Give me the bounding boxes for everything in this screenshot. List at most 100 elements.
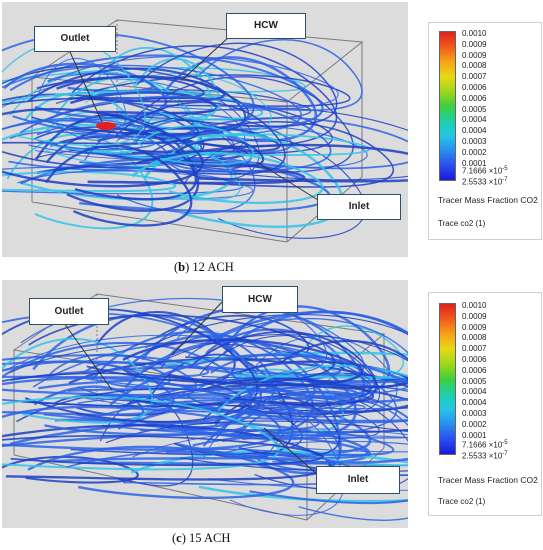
panel-c: Outlet HCW Inlet (c) 15 ACH 0.0010 0.0009…: [0, 278, 543, 550]
leader-lines-b: [69, 35, 319, 201]
streamline: [2, 372, 241, 408]
streamline: [54, 55, 339, 111]
colorbar: [439, 303, 456, 455]
box-edge: [13, 454, 308, 521]
streamline: [27, 445, 295, 499]
streamline: [2, 405, 247, 436]
tick-low-1-sup: -5: [502, 166, 508, 172]
legend-b: 0.0010 0.0009 0.0009 0.0008 0.0007 0.0006 0.00…: [428, 22, 542, 240]
colorbar-tick-label: 0.0001: [462, 158, 487, 168]
outlet-label: Outlet: [54, 306, 84, 317]
colorbar-tick-label: 0.0004: [462, 398, 487, 408]
colorbar: [439, 31, 456, 181]
tick-low-1: 7.1666 ×10-5: [462, 439, 508, 450]
legend-trace: Trace co2 (1): [438, 497, 486, 506]
streamline-view-c: [2, 293, 408, 521]
colorbar-tick-label: 0.0007: [462, 344, 487, 354]
streamline: [20, 297, 365, 393]
streamline: [2, 97, 199, 145]
streamline: [35, 113, 199, 212]
streamline: [71, 45, 338, 148]
outlet-label: Outlet: [60, 33, 90, 44]
streamline: [202, 377, 374, 405]
tick-low-1: 7.1666 ×10-5: [462, 165, 508, 176]
colorbar-tick-label: 0.0009: [462, 50, 487, 60]
streamline: [112, 101, 286, 175]
colorbar-tick-label: 0.0005: [462, 104, 487, 114]
inlet-callout-c: Inlet: [316, 466, 400, 494]
streamline: [20, 95, 332, 173]
colorbar-tick-label: 0.0003: [462, 137, 487, 146]
colorbar-tick-label: 0.0003: [462, 409, 487, 418]
caption-c: (c) 15 ACH: [172, 531, 231, 545]
streamline: [109, 353, 408, 464]
tick-low-1-exp: ×10: [488, 440, 503, 450]
streamline: [223, 310, 408, 403]
colorbar-tick-label: 0.0004: [462, 115, 487, 125]
tick-low-2-exp: ×10: [488, 177, 503, 187]
streamline: [77, 395, 366, 414]
streamline: [2, 433, 369, 463]
tick-low-2-sup: -7: [502, 177, 508, 183]
hcw-label: HCW: [248, 294, 272, 305]
inlet-callout-b: Inlet: [317, 194, 401, 220]
tick-low-1-value: 7.1666: [462, 440, 487, 450]
legend-title: Tracer Mass Fraction CO2: [438, 195, 538, 205]
streamline: [56, 75, 226, 103]
box-edge: [31, 201, 288, 243]
colorbar-tick-label: 0.0008: [462, 61, 487, 71]
tick-low-2-sup: -7: [502, 451, 508, 457]
panel-b: Outlet HCW Inlet (b) 12 ACH 0.0010 0.0009…: [2, 2, 542, 274]
streamline: [195, 361, 408, 424]
streamline: [202, 390, 408, 505]
streamline: [97, 399, 320, 432]
scene-b: Outlet HCW Inlet: [2, 2, 408, 257]
colorbar-tick-label: 0.0004: [462, 387, 487, 397]
inlet-leader: [263, 427, 319, 476]
legend-title: Tracer Mass Fraction CO2: [438, 475, 538, 485]
streamline: [212, 383, 408, 439]
leader-lines-c: [63, 301, 319, 476]
streamline: [2, 434, 324, 467]
streamline: [44, 144, 193, 227]
streamline: [171, 384, 408, 410]
streamline: [117, 107, 408, 181]
tick-low-2: 2.5533 ×10-7: [462, 176, 508, 187]
streamline: [9, 70, 201, 167]
caption-b: (b) 12 ACH: [174, 260, 234, 274]
streamline: [122, 338, 364, 387]
streamline: [132, 151, 324, 205]
colorbar-tick-label: 0.0004: [462, 126, 487, 136]
streamline: [198, 38, 363, 112]
tick-low-1-sup: -5: [502, 440, 508, 446]
outlet-callout-b: Outlet: [34, 26, 116, 52]
streamlines-b: [2, 32, 408, 239]
streamline: [55, 76, 201, 159]
streamline: [136, 42, 338, 127]
hcw-label: HCW: [254, 20, 278, 31]
inlet-leader: [256, 161, 319, 201]
streamline: [280, 339, 408, 388]
colorbar-tick-label: 0.0001: [462, 430, 487, 440]
streamline: [28, 314, 336, 384]
caption-letter: b: [178, 260, 186, 274]
streamline: [221, 434, 408, 453]
hcw-callout-c: HCW: [222, 286, 298, 313]
colorbar-tick-label: 0.0006: [462, 355, 487, 364]
inlet-label: Inlet: [347, 474, 369, 485]
hcw-callout-b: HCW: [226, 13, 306, 39]
streamline: [183, 138, 366, 239]
colorbar-tick-label: 0.0008: [462, 333, 487, 343]
tick-low-1-exp: ×10: [488, 166, 503, 176]
streamline: [2, 119, 168, 171]
colorbar-tick-label: 0.0006: [462, 83, 487, 92]
streamline: [33, 385, 145, 422]
streamline: [2, 40, 146, 147]
streamline: [130, 450, 408, 503]
colorbar-tick-label: 0.0009: [462, 311, 487, 321]
caption-letter: c: [176, 531, 182, 545]
colorbar-tick-label: 0.0007: [462, 72, 487, 82]
caption-text: 15 ACH: [189, 531, 231, 545]
inlet-label: Inlet: [348, 201, 370, 212]
co2-hotspot: [96, 122, 116, 130]
